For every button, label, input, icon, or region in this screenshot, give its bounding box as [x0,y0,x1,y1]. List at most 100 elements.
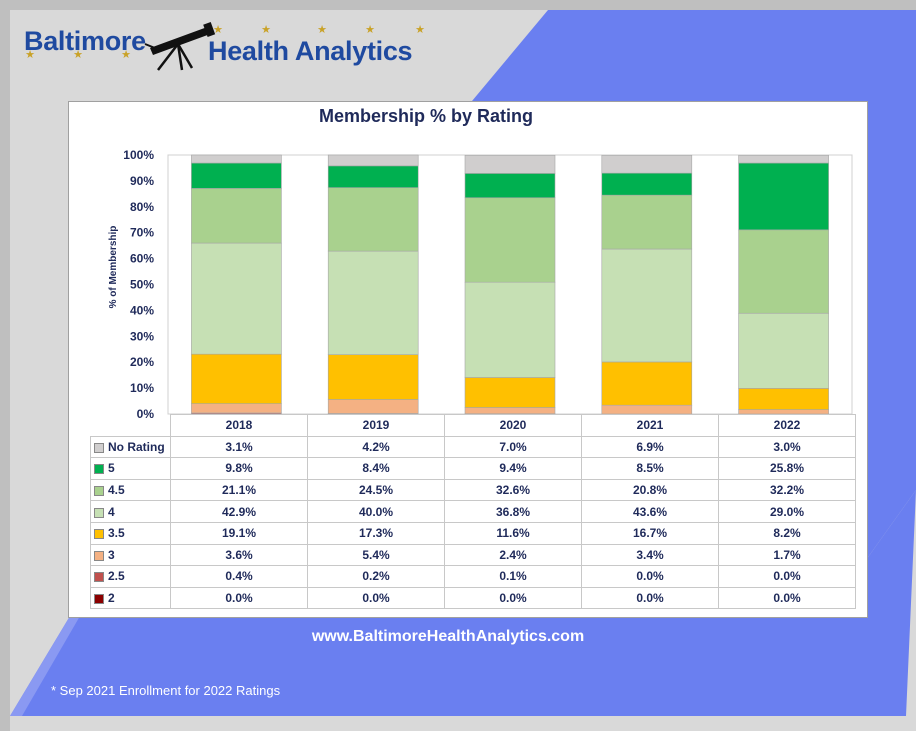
star-icon: ★ [25,49,35,61]
brand-name-part1: Baltimore [24,26,146,56]
data-label: 0.0% [444,586,582,610]
legend-swatch [94,507,104,518]
y-tick-label: 40% [130,303,154,317]
y-tick-label: 50% [130,278,154,292]
legend-label: 3 [108,547,115,562]
brand-name-part2: Health Analytics [208,36,413,66]
data-label: 4.2% [307,435,445,459]
star-icon: ★ [317,24,327,36]
bar-segment-5-2019 [327,165,419,188]
data-label: 0.0% [718,586,856,610]
brand-stars: ★ ★ ★ ★ ★ ★ ★ ★ [25,24,425,61]
data-label: 40.0% [307,500,445,523]
table-row: 4.5 21.1% 24.5% 32.6% 20.8% 32.2% [90,478,856,502]
table-row: No Rating 3.1% 4.2% 7.0% 6.9% 3.0% [90,435,856,459]
bar-segment-4-2019 [327,250,419,355]
legend-label: 2.5 [108,569,125,584]
bar-segment-3-2019 [327,399,419,414]
table-header-row: 2018 2019 2020 2021 2022 [91,414,856,437]
bar-segment-3-5-2022 [738,388,829,410]
bar-segment-4-2020 [464,281,556,378]
table-row: 3 3.6% 5.4% 2.4% 3.4% 1.7% [90,543,856,567]
bar-segment-4-2022 [738,312,829,389]
bar-segment-5-2020 [464,173,556,199]
website-url[interactable]: www.BaltimoreHealthAnalytics.com [311,628,585,645]
bar-segment-4-2021 [601,248,693,363]
y-tick-label: 80% [130,200,154,214]
data-label: 32.2% [718,478,856,502]
bar-segment-5-2022 [738,162,829,231]
data-label: 8.5% [581,457,719,480]
data-label: 24.5% [307,478,445,502]
x-tick-label: 2019 [307,414,445,437]
data-label: 0.1% [444,565,582,588]
table-row: 4 42.9% 40.0% 36.8% 43.6% 29.0% [90,500,856,523]
bar-segment-4-5-2020 [464,197,556,283]
legend-entry: 3 [90,543,171,567]
legend-label: 3.5 [108,526,125,541]
bars-group [167,154,853,415]
legend-swatch [94,529,104,540]
star-icon: ★ [415,24,425,36]
y-tick-label: 30% [130,329,154,343]
data-label: 19.1% [170,521,308,545]
bar-segment-3-2018 [191,403,282,414]
bar-segment-3-5-2020 [464,377,556,408]
star-icon: ★ [121,49,131,61]
x-tick-label: 2022 [718,414,856,437]
legend-entry: No Rating [90,435,171,459]
data-label: 21.1% [170,478,308,502]
bar-segment-4-5-2018 [191,188,282,244]
star-icon: ★ [365,24,375,36]
bar-segment-3-5-2021 [601,361,693,406]
telescope-icon [144,21,216,71]
data-label: 0.2% [307,565,445,588]
x-tick-label: 2018 [170,414,308,437]
y-tick-label: 70% [130,226,154,240]
star-icon: ★ [73,49,83,61]
data-label: 17.3% [307,521,445,545]
background-band-top [472,10,916,560]
chart-title: Membership % by Rating [318,106,534,126]
legend-label: 5 [108,461,115,476]
y-tick-label: 100% [123,148,154,162]
x-tick-label: 2021 [581,414,719,437]
legend-entry: 4.5 [90,478,171,502]
table-row: 3.5 19.1% 17.3% 11.6% 16.7% 8.2% [90,521,856,545]
bar-segment-no-rating-2022 [738,154,829,164]
bar-segment-5-2018 [191,162,282,189]
data-label: 7.0% [444,435,582,459]
data-label: 32.6% [444,478,582,502]
data-label: 3.1% [170,435,308,459]
data-label: 0.4% [170,565,308,588]
table-row: 2.5 0.4% 0.2% 0.1% 0.0% 0.0% [90,565,856,588]
background-band-bottom [10,490,916,716]
legend-swatch [94,572,104,583]
data-label: 3.4% [581,543,719,567]
y-tick-label: 90% [130,174,154,188]
legend-entry: 5 [90,457,171,480]
data-label: 25.8% [718,457,856,480]
bar-segment-3-2020 [464,407,556,415]
legend-label: 2 [108,591,115,606]
data-label: 2.4% [444,543,582,567]
legend-entry: 2 [90,586,171,610]
data-label: 42.9% [170,500,308,523]
table-corner [91,415,171,437]
legend-swatch [94,550,104,561]
data-label: 0.0% [581,565,719,588]
data-label: 3.0% [718,435,856,459]
legend-entry: 4 [90,500,171,523]
table-row: 2 0.0% 0.0% 0.0% 0.0% 0.0% [90,586,856,610]
data-label: 20.8% [581,478,719,502]
legend-entry: 2.5 [90,565,171,588]
data-label: 16.7% [581,521,719,545]
legend-swatch [94,442,104,453]
y-axis: 0% 10% 20% 30% 40% 50% 60% 70% 80% 90% 100% [123,148,154,421]
data-label: 9.4% [444,457,582,480]
legend-label: No Rating [108,439,165,454]
data-label: 6.9% [581,435,719,459]
table-row: 5 9.8% 8.4% 9.4% 8.5% 25.8% [90,457,856,480]
data-table: 2018 2019 2020 2021 2022 No Rating 3.1% 4.2% 7.0… [90,414,856,610]
